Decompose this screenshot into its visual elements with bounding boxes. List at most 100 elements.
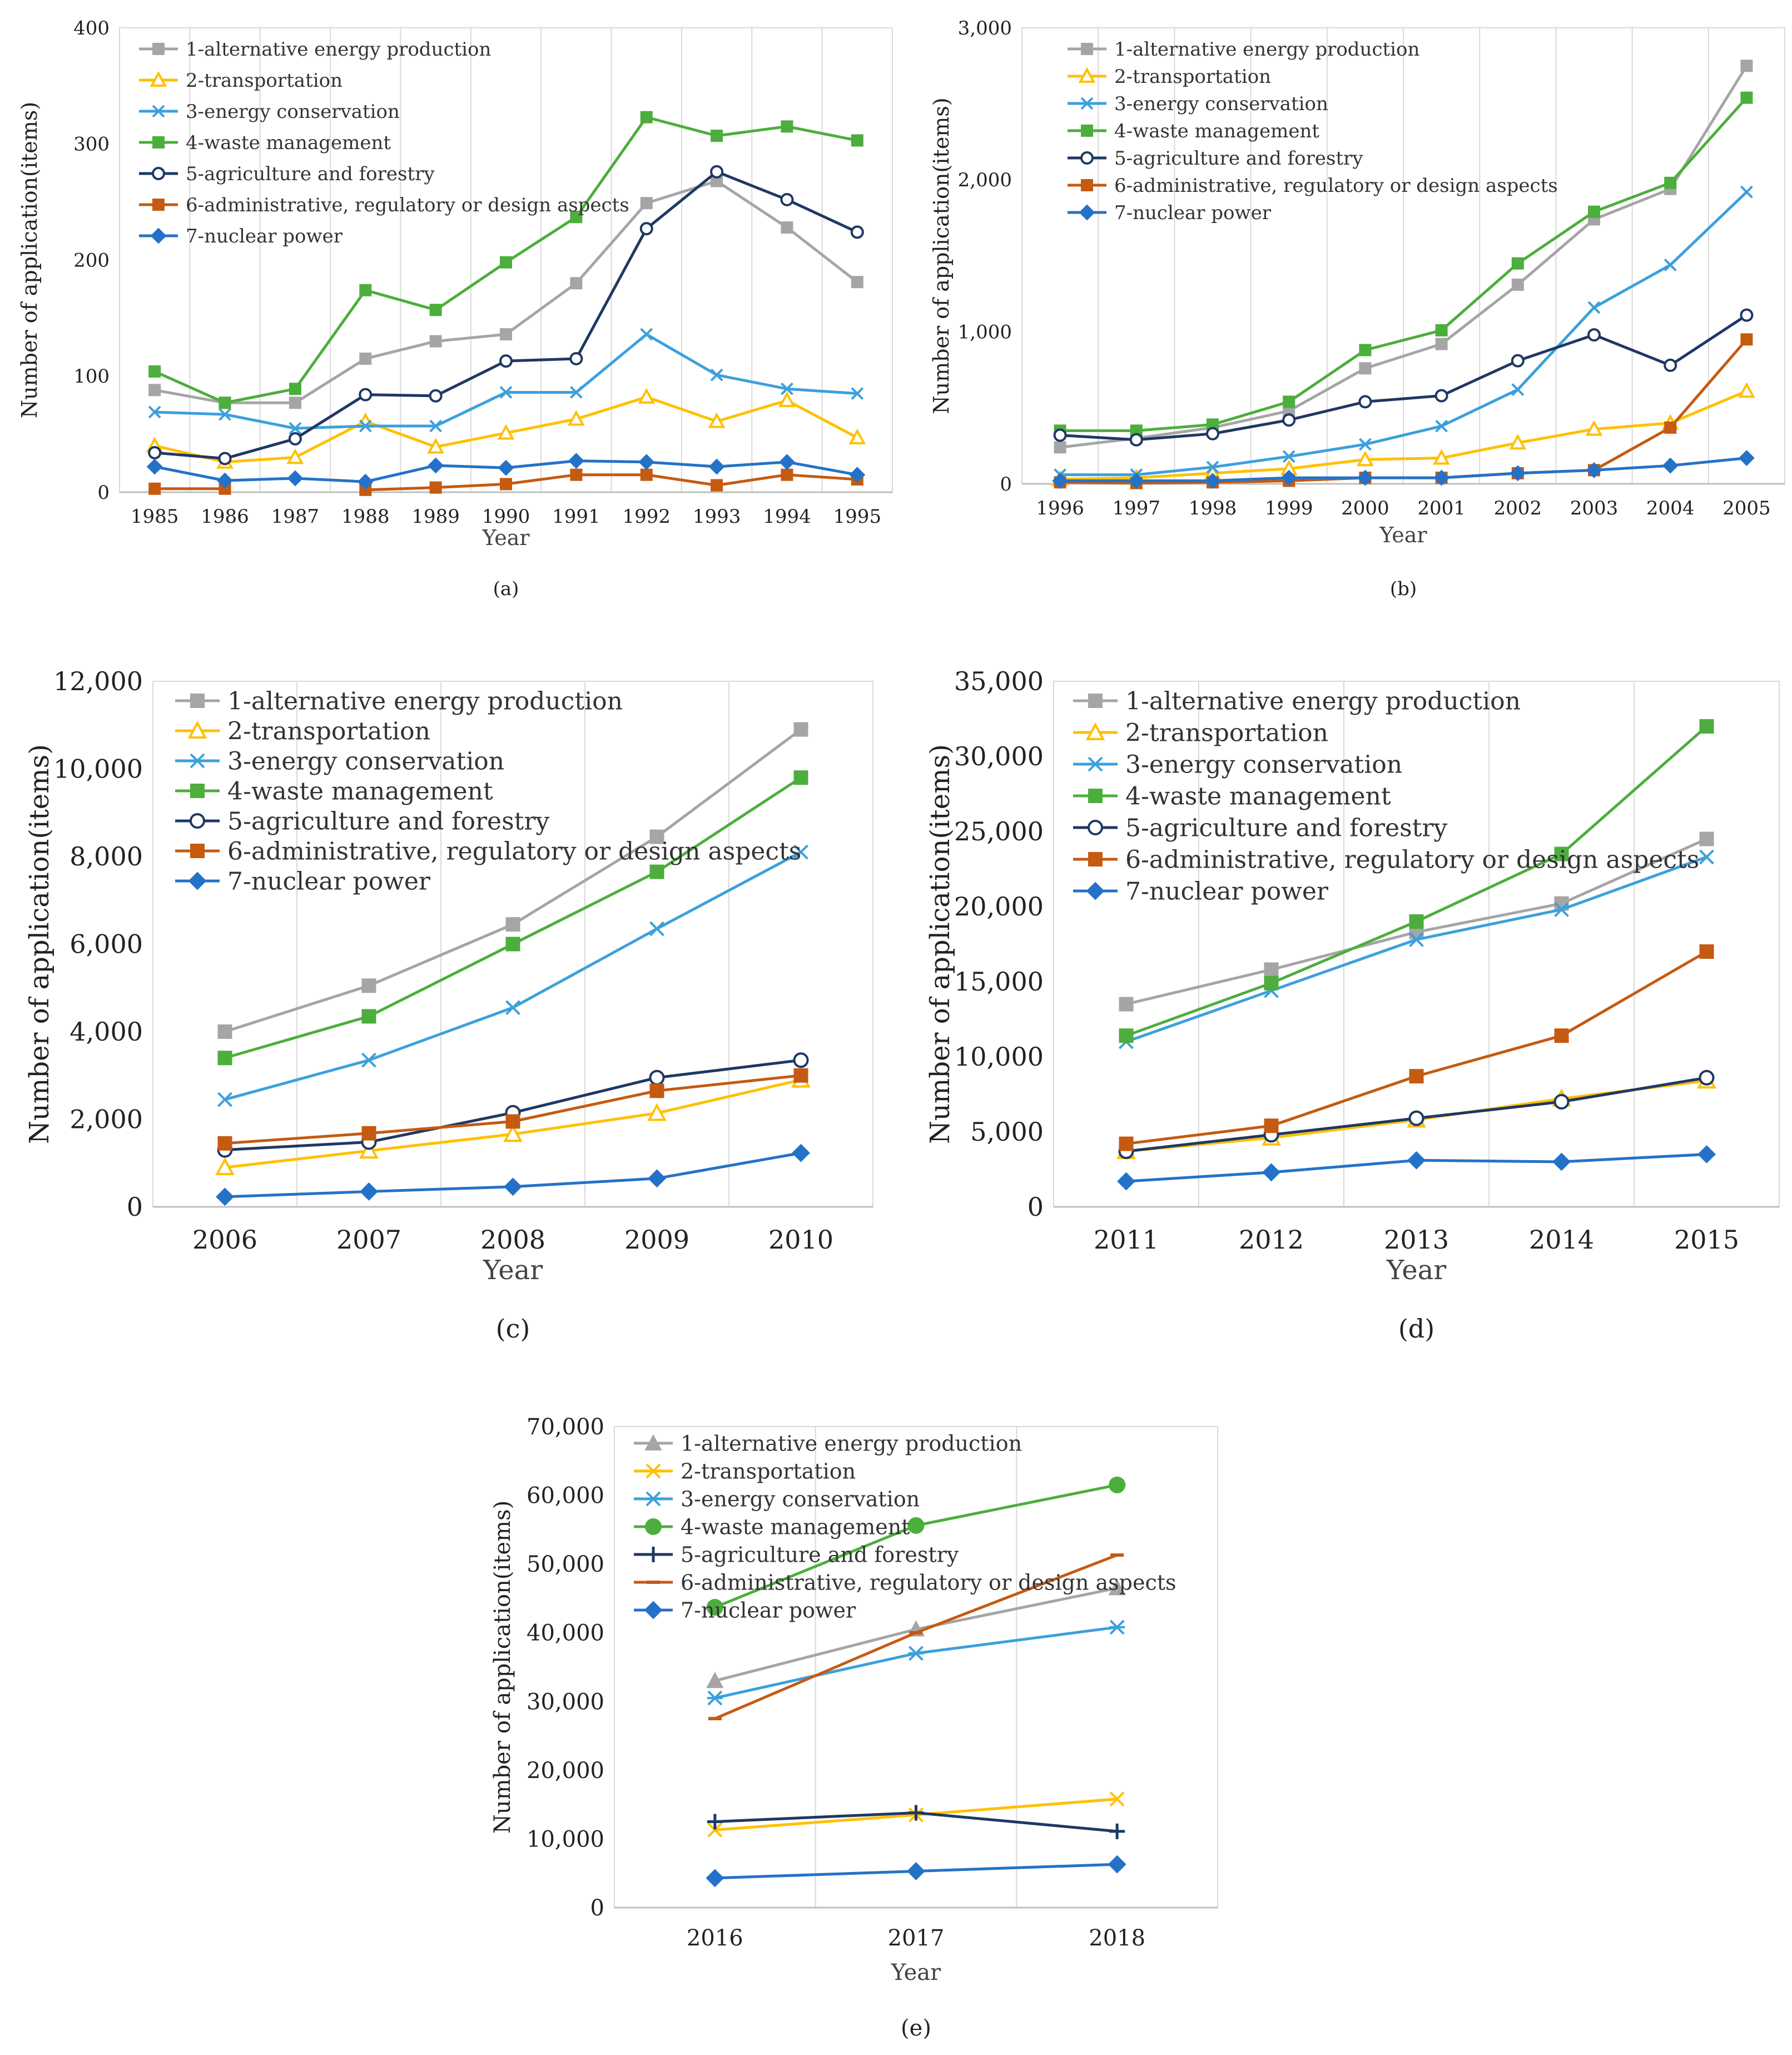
series-4 (706, 1477, 1126, 1616)
data-point (215, 1157, 235, 1176)
legend-marker (1088, 694, 1103, 708)
data-point (570, 468, 583, 481)
data-point (360, 1182, 378, 1201)
chart-caption: (b) (1390, 578, 1417, 600)
data-point (1108, 1579, 1126, 1596)
data-point (359, 388, 373, 402)
legend-label: 5-agriculture and forestry (1114, 147, 1363, 170)
x-tick-label: 2003 (1570, 497, 1619, 519)
data-point (851, 134, 863, 147)
y-axis-label: Number of application(items) (925, 744, 956, 1144)
y-tick-label: 0 (97, 482, 110, 504)
legend-label: 5-agriculture and forestry (186, 163, 435, 185)
data-point (1435, 324, 1448, 336)
legend-marker (152, 43, 165, 55)
data-point (498, 459, 514, 476)
data-point (1511, 354, 1525, 368)
data-point (429, 419, 443, 433)
data-point (850, 225, 864, 239)
legend-marker (1088, 852, 1103, 866)
data-point (359, 1140, 379, 1159)
data-point (1358, 395, 1372, 409)
data-point (1408, 1110, 1424, 1126)
legend-label: 7-nuclear power (1114, 202, 1272, 224)
data-point (1282, 413, 1296, 427)
legend-marker (1081, 43, 1093, 55)
legend-marker (1086, 882, 1105, 900)
y-tick-label: 30,000 (954, 741, 1044, 771)
data-point (148, 365, 161, 378)
legend-label: 6-administrative, regulatory or design a… (186, 194, 629, 216)
data-point (359, 284, 372, 296)
series-5 (1053, 308, 1754, 447)
y-tick-label: 6,000 (70, 929, 143, 959)
data-point (1434, 389, 1448, 403)
legend: 1-alternative energy production 2-transpo… (139, 38, 629, 247)
data-point (361, 1009, 376, 1024)
data-point (1511, 257, 1524, 270)
y-tick-label: 8,000 (70, 841, 143, 871)
x-tick-label: 2018 (1089, 1925, 1145, 1951)
legend-marker (1088, 789, 1103, 803)
series-1 (706, 1579, 1126, 1688)
data-point (1554, 902, 1569, 917)
data-point (639, 222, 653, 236)
data-point (1433, 449, 1450, 465)
legend-marker (1088, 820, 1103, 835)
data-point (217, 1051, 232, 1066)
series-6 (217, 1068, 808, 1151)
legend-label: 4-waste management (1114, 120, 1319, 142)
data-point (1553, 1094, 1570, 1110)
y-tick-label: 200 (73, 249, 110, 271)
data-point (289, 397, 301, 409)
y-tick-label: 40,000 (527, 1621, 604, 1646)
data-point (217, 1136, 232, 1151)
y-tick-label: 400 (73, 17, 110, 39)
x-tick-label: 2007 (336, 1225, 401, 1255)
data-point (1117, 1172, 1135, 1191)
data-point (1554, 1028, 1569, 1043)
legend-marker (1088, 756, 1103, 772)
legend-marker (1085, 722, 1105, 740)
series-line (1060, 389, 1748, 481)
data-point (649, 864, 664, 879)
data-point (908, 1646, 924, 1661)
data-point (287, 470, 304, 487)
data-point (1280, 469, 1297, 486)
data-point (1740, 185, 1753, 199)
data-point (779, 454, 795, 471)
legend-label: 6-administrative, regulatory or design a… (1114, 175, 1558, 197)
legend-marker (1080, 151, 1094, 165)
data-point (1109, 1620, 1125, 1635)
data-point (649, 1083, 664, 1098)
legend-marker (190, 813, 205, 829)
data-point (706, 1672, 724, 1688)
data-point (793, 770, 808, 785)
data-point (638, 454, 655, 471)
legend-marker (152, 167, 165, 180)
data-point (429, 304, 442, 316)
legend-label: 1-alternative energy production (227, 687, 623, 715)
data-point (1264, 975, 1279, 991)
legend-marker (1081, 125, 1093, 137)
y-tick-label: 10,000 (954, 1042, 1044, 1072)
series-7 (1052, 450, 1755, 489)
x-tick-label: 1994 (763, 506, 811, 528)
x-tick-label: 2000 (1341, 497, 1389, 519)
data-point (1357, 469, 1373, 486)
data-point (1662, 457, 1679, 474)
series-line (1060, 97, 1748, 432)
legend-label: 1-alternative energy production (681, 1431, 1022, 1455)
legend-marker (646, 1547, 661, 1562)
y-tick-label: 10,000 (53, 754, 143, 784)
x-tick-label: 2013 (1384, 1225, 1449, 1255)
y-tick-label: 0 (590, 1895, 604, 1921)
legend-marker (190, 844, 205, 858)
legend-label: 7-nuclear power (186, 225, 343, 247)
data-point (1359, 362, 1372, 375)
data-point (1357, 450, 1374, 467)
data-point (711, 479, 723, 492)
data-point (710, 165, 724, 179)
data-point (1433, 469, 1450, 486)
data-point (706, 1869, 724, 1888)
